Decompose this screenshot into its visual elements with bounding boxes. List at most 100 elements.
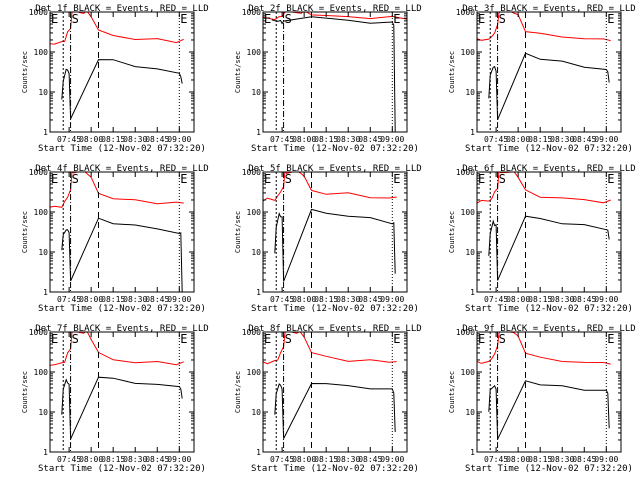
interval-marker-s: S	[285, 172, 292, 186]
x-tick-label: 07:45	[484, 135, 508, 144]
interval-marker-e: E	[264, 332, 271, 346]
panel-title: Det 3f BLACK = Events, RED = LLD	[462, 4, 635, 14]
x-tick-label: 08:30	[550, 295, 574, 304]
y-tick-label: 10	[38, 408, 48, 417]
x-tick-label: 08:30	[123, 135, 147, 144]
y-axis-label: Counts/sec	[234, 51, 242, 93]
y-axis-label: Counts/sec	[234, 371, 242, 413]
x-tick-label: 07:45	[57, 295, 81, 304]
events-series-line	[271, 16, 396, 132]
plot-frame	[476, 11, 622, 133]
panel-title: Det 1f BLACK = Events, RED = LLD	[35, 4, 208, 14]
y-tick-label: 1	[470, 448, 475, 457]
interval-marker-s: S	[285, 12, 292, 26]
y-tick-label: 10	[465, 88, 475, 97]
x-tick-label: 08:00	[292, 295, 316, 304]
interval-marker-s: S	[72, 12, 79, 26]
x-tick-label: 08:00	[292, 135, 316, 144]
panel-det-8: 1 10 100 1000 07:4508:0008:1508:3008:4509:00…	[234, 324, 422, 474]
panel-det-2: 1 10 100 1000 07:4508:0008:1508:3008:4509:00…	[234, 4, 422, 154]
y-tick-label: 1000	[456, 8, 475, 17]
x-tick-label: 09:00	[380, 135, 404, 144]
panel-det-1: 1 10 100 1000 07:4508:0008:1508:3008:4509:00…	[21, 4, 209, 154]
lld-series-line	[263, 332, 397, 365]
x-tick-label: 08:15	[101, 295, 125, 304]
x-tick-label: 08:00	[506, 135, 530, 144]
interval-marker-e: E	[180, 332, 187, 346]
x-tick-label: 09:00	[167, 135, 191, 144]
y-tick-label: 1	[470, 128, 475, 137]
panel-title: Det 2f BLACK = Events, RED = LLD	[248, 4, 421, 14]
x-tick-label: 08:45	[572, 455, 596, 464]
y-tick-label: 1000	[242, 168, 261, 177]
x-tick-label: 09:00	[380, 295, 404, 304]
x-tick-label: 08:30	[550, 455, 574, 464]
y-tick-label: 100	[247, 208, 262, 217]
plot-frame	[262, 11, 408, 133]
panel-det-4: 1 10 100 1000 07:4508:0008:1508:3008:4509:00…	[21, 164, 209, 314]
panel-det-7: 1 10 100 1000 07:4508:0008:1508:3008:4509:00…	[21, 324, 209, 474]
y-tick-label: 1000	[242, 8, 261, 17]
x-tick-label: 09:00	[167, 295, 191, 304]
series-group	[263, 12, 407, 132]
y-tick-label: 10	[38, 88, 48, 97]
y-tick-label: 100	[34, 368, 49, 377]
y-tick-label: 100	[34, 48, 49, 57]
panel-title: Det 9f BLACK = Events, RED = LLD	[462, 324, 635, 334]
y-tick-label: 1000	[456, 328, 475, 337]
interval-marker-s: S	[72, 332, 79, 346]
x-tick-label: 09:00	[594, 295, 618, 304]
panel-title: Det 8f BLACK = Events, RED = LLD	[248, 324, 421, 334]
x-tick-label: 08:45	[572, 295, 596, 304]
plot-frame	[262, 171, 408, 293]
y-tick-label: 10	[38, 248, 48, 257]
panel-det-6: 1 10 100 1000 07:4508:0008:1508:3008:4509:00…	[448, 164, 636, 314]
x-tick-label: 08:45	[572, 135, 596, 144]
interval-marker-e: E	[51, 12, 58, 26]
interval-marker-e: E	[393, 172, 400, 186]
interval-marker-s: S	[499, 332, 506, 346]
x-tick-label: 08:15	[101, 455, 125, 464]
x-tick-label: 07:45	[484, 295, 508, 304]
panel-title: Det 4f BLACK = Events, RED = LLD	[35, 164, 208, 174]
y-tick-label: 10	[251, 248, 261, 257]
x-tick-label: 07:45	[270, 135, 294, 144]
x-tick-label: 08:00	[506, 455, 530, 464]
x-tick-label: 08:30	[123, 295, 147, 304]
x-tick-label: 08:45	[358, 455, 382, 464]
interval-marker-e: E	[393, 332, 400, 346]
interval-marker-e: E	[478, 332, 485, 346]
x-axis-label: Start Time (12-Nov-02 07:32:20)	[251, 144, 419, 154]
plot-frame	[49, 331, 195, 453]
y-axis-label: Counts/sec	[21, 211, 29, 253]
x-tick-label: 08:45	[145, 455, 169, 464]
x-tick-label: 08:00	[292, 455, 316, 464]
panel-det-9: 1 10 100 1000 07:4508:0008:1508:3008:4509:00…	[448, 324, 636, 474]
y-tick-label: 1	[256, 448, 261, 457]
x-tick-label: 09:00	[594, 135, 618, 144]
x-tick-label: 08:15	[314, 135, 338, 144]
x-axis-label: Start Time (12-Nov-02 07:32:20)	[465, 464, 633, 474]
lld-series-line	[50, 332, 184, 366]
x-tick-label: 08:45	[358, 135, 382, 144]
events-series-line	[61, 217, 183, 292]
y-tick-label: 1	[43, 128, 48, 137]
x-tick-label: 08:30	[336, 455, 360, 464]
x-tick-label: 08:00	[79, 295, 103, 304]
interval-marker-e: E	[393, 12, 400, 26]
x-axis-label: Start Time (12-Nov-02 07:32:20)	[38, 464, 206, 474]
y-tick-label: 100	[461, 48, 476, 57]
y-tick-label: 1	[43, 448, 48, 457]
y-tick-label: 100	[247, 368, 262, 377]
x-axis-label: Start Time (12-Nov-02 07:32:20)	[251, 304, 419, 314]
y-tick-label: 1	[43, 288, 48, 297]
events-series-line	[61, 59, 183, 120]
lld-series-line	[263, 172, 397, 202]
series-group	[477, 172, 611, 281]
series-group	[50, 12, 184, 120]
panel-det-5: 1 10 100 1000 07:4508:0008:1508:3008:4509:00…	[234, 164, 422, 314]
interval-marker-s: S	[285, 332, 292, 346]
interval-marker-e: E	[607, 12, 614, 26]
x-tick-label: 07:45	[57, 455, 81, 464]
